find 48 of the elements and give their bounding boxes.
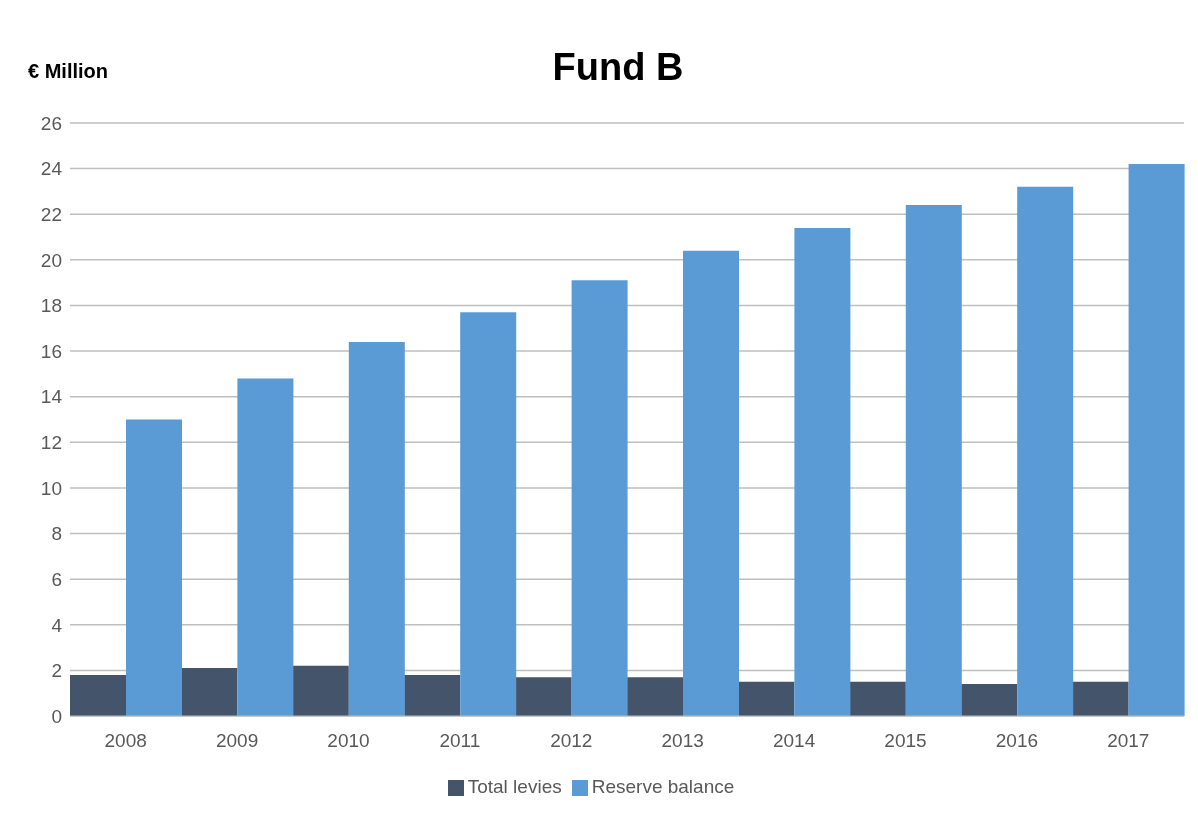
x-tick-label: 2009	[215, 730, 259, 752]
y-tick-label: 16	[40, 340, 62, 362]
bar	[515, 677, 572, 716]
legend-label: Reserve balance	[591, 776, 735, 797]
chart-title: Fund B	[552, 46, 684, 88]
y-tick-label: 18	[40, 295, 62, 317]
bar	[738, 681, 795, 716]
bar	[404, 674, 461, 716]
bar	[181, 668, 238, 716]
bar	[1128, 164, 1185, 716]
bar	[292, 665, 349, 716]
bar	[460, 312, 517, 716]
bar	[905, 205, 962, 716]
bar	[849, 681, 906, 716]
y-tick-label: 20	[40, 249, 62, 271]
bar	[126, 419, 182, 716]
bar	[1072, 681, 1129, 716]
y-tick-label: 12	[40, 432, 62, 454]
x-tick-label: 2013	[661, 730, 704, 752]
x-tick-label: 2008	[104, 730, 147, 752]
x-tick-label: 2014	[772, 730, 816, 752]
y-axis-title: € Million	[28, 60, 108, 83]
x-tick-label: 2010	[327, 730, 370, 752]
y-tick-label: 0	[51, 705, 62, 727]
y-tick-label: 10	[40, 477, 62, 499]
bar	[70, 674, 126, 716]
y-tick-label: 6	[51, 568, 62, 590]
x-tick-label: 2017	[1107, 730, 1150, 752]
y-tick-label: 14	[40, 386, 63, 408]
y-tick-label: 2	[51, 660, 62, 682]
bar	[1017, 186, 1074, 716]
x-tick-label: 2012	[550, 730, 593, 752]
bar	[961, 684, 1018, 716]
y-tick-label: 8	[51, 523, 62, 545]
y-tick-label: 22	[40, 203, 62, 225]
y-tick-label: 4	[51, 614, 63, 636]
bar	[348, 341, 405, 716]
bar	[237, 378, 294, 716]
bar	[683, 250, 739, 716]
bar	[571, 280, 628, 716]
y-tick-label: 24	[40, 158, 63, 180]
y-tick-label: 26	[40, 112, 62, 134]
legend-label: Total levies	[467, 776, 562, 797]
x-tick-label: 2015	[884, 730, 927, 752]
bar	[627, 677, 683, 716]
bar	[794, 227, 851, 716]
x-tick-label: 2011	[439, 730, 481, 752]
x-tick-label: 2016	[995, 730, 1039, 752]
